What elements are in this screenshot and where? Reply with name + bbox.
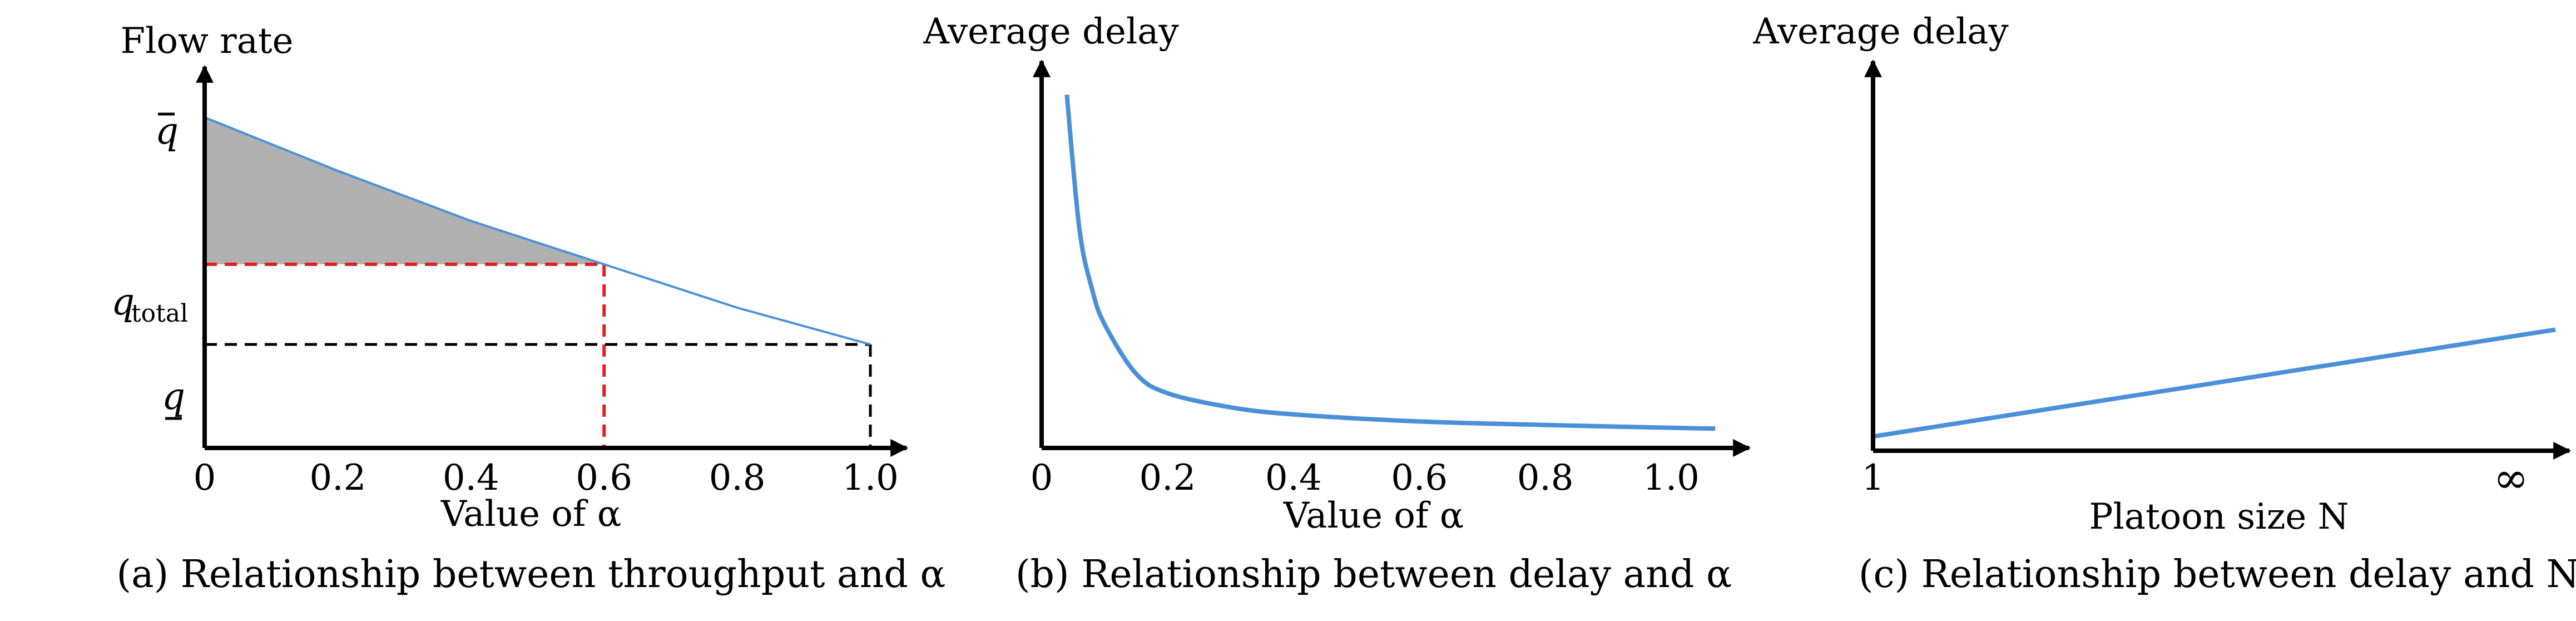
panel-c-xtick-end: ∞ — [2493, 453, 2528, 502]
panel-b-ylabel: Average delay — [923, 11, 1178, 52]
panel-b-caption: (b) Relationship between delay and α — [1015, 553, 1732, 597]
panel-a-xtick-4: 0.8 — [709, 457, 766, 499]
panel-a-xtick-3: 0.6 — [576, 457, 632, 499]
panel-a-ytick-qunder-label: q — [162, 375, 185, 418]
panel-b-xtick-1: 0.2 — [1140, 457, 1196, 499]
panel-a-xtick-2: 0.4 — [443, 457, 499, 499]
panel-b-xtick-3: 0.6 — [1391, 457, 1448, 499]
panel-a-ytick-qunder: q — [162, 375, 185, 420]
panel-c-xtick-start: 1 — [1862, 457, 1885, 499]
panel-b-xtick-4: 0.8 — [1517, 457, 1574, 499]
panel-b-xtick-0: 0 — [1031, 457, 1053, 499]
panel-b: Average delay 0 0.2 0.4 0.6 0.8 1.0 Value of … — [923, 11, 1751, 597]
panel-b-curve — [1064, 94, 1716, 431]
panel-a-xlabel: Value of α — [440, 494, 621, 535]
panel-a-caption: (a) Relationship between throughput and … — [117, 553, 946, 597]
panel-a-xtick-0: 0 — [194, 457, 216, 499]
panel-a-ylabel: Flow rate — [121, 21, 294, 62]
panel-a-ytick-qtotal: q total — [111, 280, 188, 328]
panel-a-xtick-5: 1.0 — [842, 457, 899, 499]
panel-a-ytick-qtotal-label: q — [111, 280, 135, 323]
panel-a-ytick-qtotal-sub: total — [131, 299, 188, 328]
panel-b-xtick-2: 0.4 — [1265, 457, 1322, 499]
panel-a-ytick-qbar-label: q — [155, 110, 179, 152]
panel-a-shade — [205, 117, 605, 264]
panel-c-caption: (c) Relationship between delay and N — [1859, 553, 2576, 597]
panel-a-curve — [204, 116, 871, 346]
panel-c-line — [1872, 327, 2556, 439]
panel-b-xtick-5: 1.0 — [1643, 457, 1700, 499]
panel-c-ylabel: Average delay — [1752, 11, 2008, 52]
panel-a-ytick-qbar: q — [155, 110, 179, 152]
panel-c-xlabel: Platoon size N — [2089, 496, 2349, 538]
panel-b-xlabel: Value of α — [1283, 495, 1464, 536]
panel-a: Flow rate 0 0.2 0.4 0.6 0.8 1.0 q q total q V… — [111, 21, 945, 597]
panel-c: Average delay 1 ∞ Platoon size N (c) Rel… — [1752, 11, 2576, 597]
panel-a-xtick-1: 0.2 — [310, 457, 366, 499]
